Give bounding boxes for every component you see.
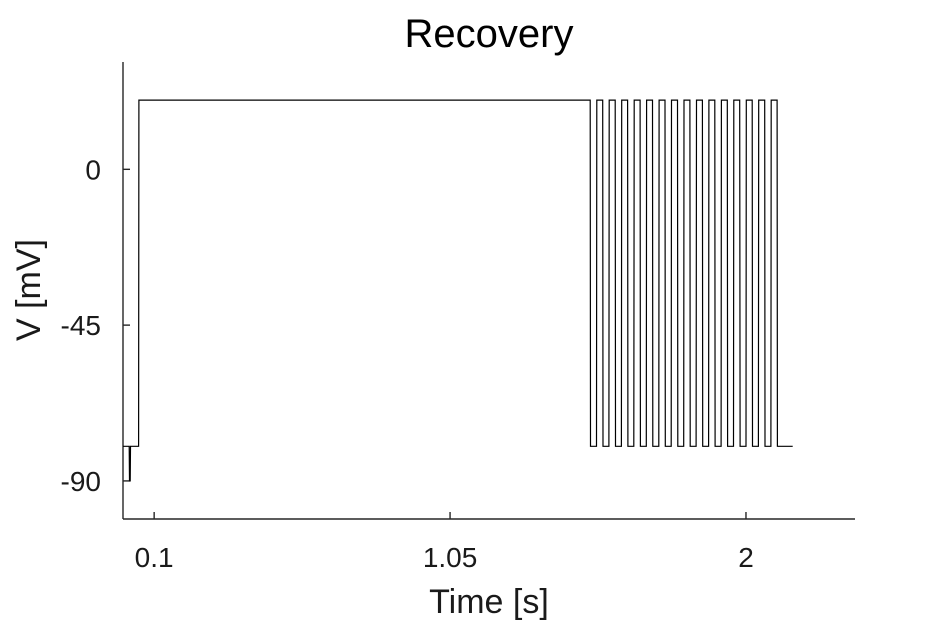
x-axis-label: Time [s] xyxy=(429,583,549,621)
chart-title: Recovery xyxy=(405,12,574,56)
tick-group: 0.1 1.05 2 -90 -45 0 xyxy=(61,154,754,573)
y-tick-label: 0 xyxy=(85,154,101,185)
x-tick-label: 1.05 xyxy=(423,542,478,573)
y-tick-label: -45 xyxy=(61,310,101,341)
series-group xyxy=(123,99,793,482)
x-tick-label: 0.1 xyxy=(135,542,174,573)
voltage-trace-line xyxy=(123,99,793,482)
y-axis-label: V [mV] xyxy=(10,239,48,341)
y-tick-label: -90 xyxy=(61,466,101,497)
x-tick-label: 2 xyxy=(738,542,754,573)
